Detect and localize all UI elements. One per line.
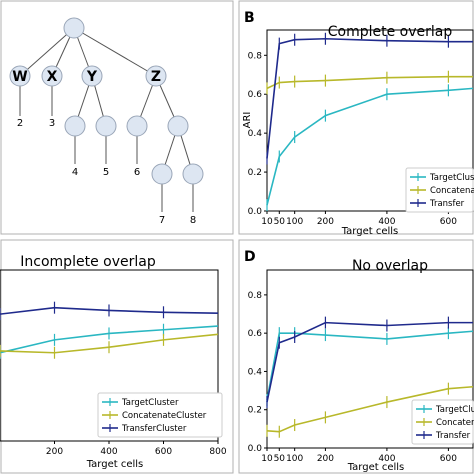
legend-label: Transfer bbox=[429, 199, 465, 209]
chart-title: Complete overlap bbox=[328, 24, 453, 40]
legend-box bbox=[411, 399, 474, 445]
x-tick-label: 400 bbox=[378, 454, 395, 464]
x-tick-label: 800 bbox=[209, 447, 226, 457]
x-tick-label: 200 bbox=[317, 454, 334, 464]
y-tick-label: 0.6 bbox=[248, 329, 263, 339]
leaf-number: 6 bbox=[134, 167, 140, 178]
x-tick-label: 400 bbox=[378, 217, 395, 227]
legend-box bbox=[97, 392, 223, 438]
chart-legend: TargetClus Concaten Transfer bbox=[411, 399, 474, 445]
x-axis-label: Target cells bbox=[341, 226, 399, 237]
legend-label: ConcatenateCluster bbox=[122, 411, 207, 421]
y-tick-label: 0.0 bbox=[248, 444, 263, 454]
panel-complete-overlap: 10 50 100 200 400 600 0.0 0.2 0.4 0.6 0.8 Complete … bbox=[242, 10, 474, 237]
x-tick-label: 100 bbox=[286, 454, 303, 464]
y-tick-label: 0.0 bbox=[248, 207, 263, 217]
x-tick-label: 400 bbox=[100, 447, 117, 457]
legend-label: TransferCluster bbox=[121, 424, 187, 434]
leaf-number: 2 bbox=[17, 118, 23, 129]
chart-title: No overlap bbox=[352, 258, 428, 274]
y-axis-label: ARI bbox=[242, 112, 253, 129]
x-tick-label: 600 bbox=[440, 454, 457, 464]
tree-label-w: W bbox=[12, 69, 27, 85]
tree-node bbox=[167, 115, 189, 137]
y-tick-label: 0.8 bbox=[248, 291, 263, 301]
y-tick-label: 0.2 bbox=[248, 406, 262, 416]
tree-label-x: X bbox=[47, 69, 58, 85]
x-tick-label: 50 bbox=[274, 217, 286, 227]
tree-node-root bbox=[63, 17, 85, 39]
x-tick-label: 600 bbox=[440, 217, 457, 227]
tree-node-y bbox=[81, 65, 103, 87]
tree-node-x bbox=[41, 65, 63, 87]
legend-label: Concaten bbox=[436, 418, 474, 428]
panel-letter: D bbox=[244, 249, 256, 265]
plot-area bbox=[266, 269, 474, 449]
legend-label: TargetCluster bbox=[121, 398, 179, 408]
y-tick-label: 0.4 bbox=[248, 129, 263, 139]
tree-node-w bbox=[9, 65, 31, 87]
tree-node bbox=[151, 163, 173, 185]
series-line-transfercluster bbox=[266, 37, 473, 159]
leaf-number: 7 bbox=[159, 215, 165, 226]
y-tick-label: 0.8 bbox=[248, 51, 263, 61]
chart-legend: TargetCluster ConcatenateCluster TransferC… bbox=[97, 392, 223, 438]
panel-no-overlap: 10 50 100 200 400 600 0.0 0.2 0.4 0.6 0.8 No overla… bbox=[244, 249, 474, 473]
series-line-concatenatecluster bbox=[266, 75, 473, 90]
leaf-number: 3 bbox=[49, 118, 55, 129]
leaf-number: 4 bbox=[72, 167, 78, 178]
panel-incomplete-overlap: 200 400 600 800 Incomplete overlap Target cel… bbox=[0, 254, 227, 470]
x-axis-label: Target cells bbox=[86, 459, 144, 470]
tree-label-y: Y bbox=[86, 69, 98, 85]
x-tick-label: 10 bbox=[261, 454, 273, 464]
x-tick-label: 200 bbox=[317, 217, 334, 227]
leaf-number: 8 bbox=[190, 215, 196, 226]
y-tick-label: 0.2 bbox=[248, 168, 262, 178]
x-tick-label: 10 bbox=[261, 217, 273, 227]
tree-node bbox=[182, 163, 204, 185]
legend-label: Transfer bbox=[435, 431, 471, 441]
panel-frame-a bbox=[0, 0, 234, 235]
y-tick-label: 0.6 bbox=[248, 90, 263, 100]
tree-node bbox=[64, 115, 86, 137]
panel-frame-c bbox=[0, 239, 234, 474]
x-tick-label: 50 bbox=[274, 454, 286, 464]
tree-node bbox=[126, 115, 148, 137]
legend-label: TargetClus bbox=[435, 405, 474, 415]
plot-area bbox=[266, 29, 474, 212]
legend-label: Concatena bbox=[430, 186, 474, 196]
y-tick-label: 0.4 bbox=[248, 367, 263, 377]
chart-title: Incomplete overlap bbox=[20, 254, 156, 270]
x-axis-label: Target cells bbox=[347, 462, 405, 473]
leaf-number: 5 bbox=[103, 167, 109, 178]
x-tick-label: 100 bbox=[286, 217, 303, 227]
chart-legend: TargetClust Concatena Transfer bbox=[405, 167, 474, 213]
x-tick-label: 200 bbox=[46, 447, 63, 457]
tree-label-z: Z bbox=[151, 69, 161, 85]
legend-box bbox=[405, 167, 474, 213]
legend-label: TargetClust bbox=[429, 173, 474, 183]
x-tick-label: 600 bbox=[155, 447, 172, 457]
tree-node bbox=[95, 115, 117, 137]
tree-node-z bbox=[145, 65, 167, 87]
panel-letter: B bbox=[244, 10, 255, 26]
tree-diagram: W X Y Z 2 3 4 5 6 7 8 bbox=[9, 17, 204, 226]
